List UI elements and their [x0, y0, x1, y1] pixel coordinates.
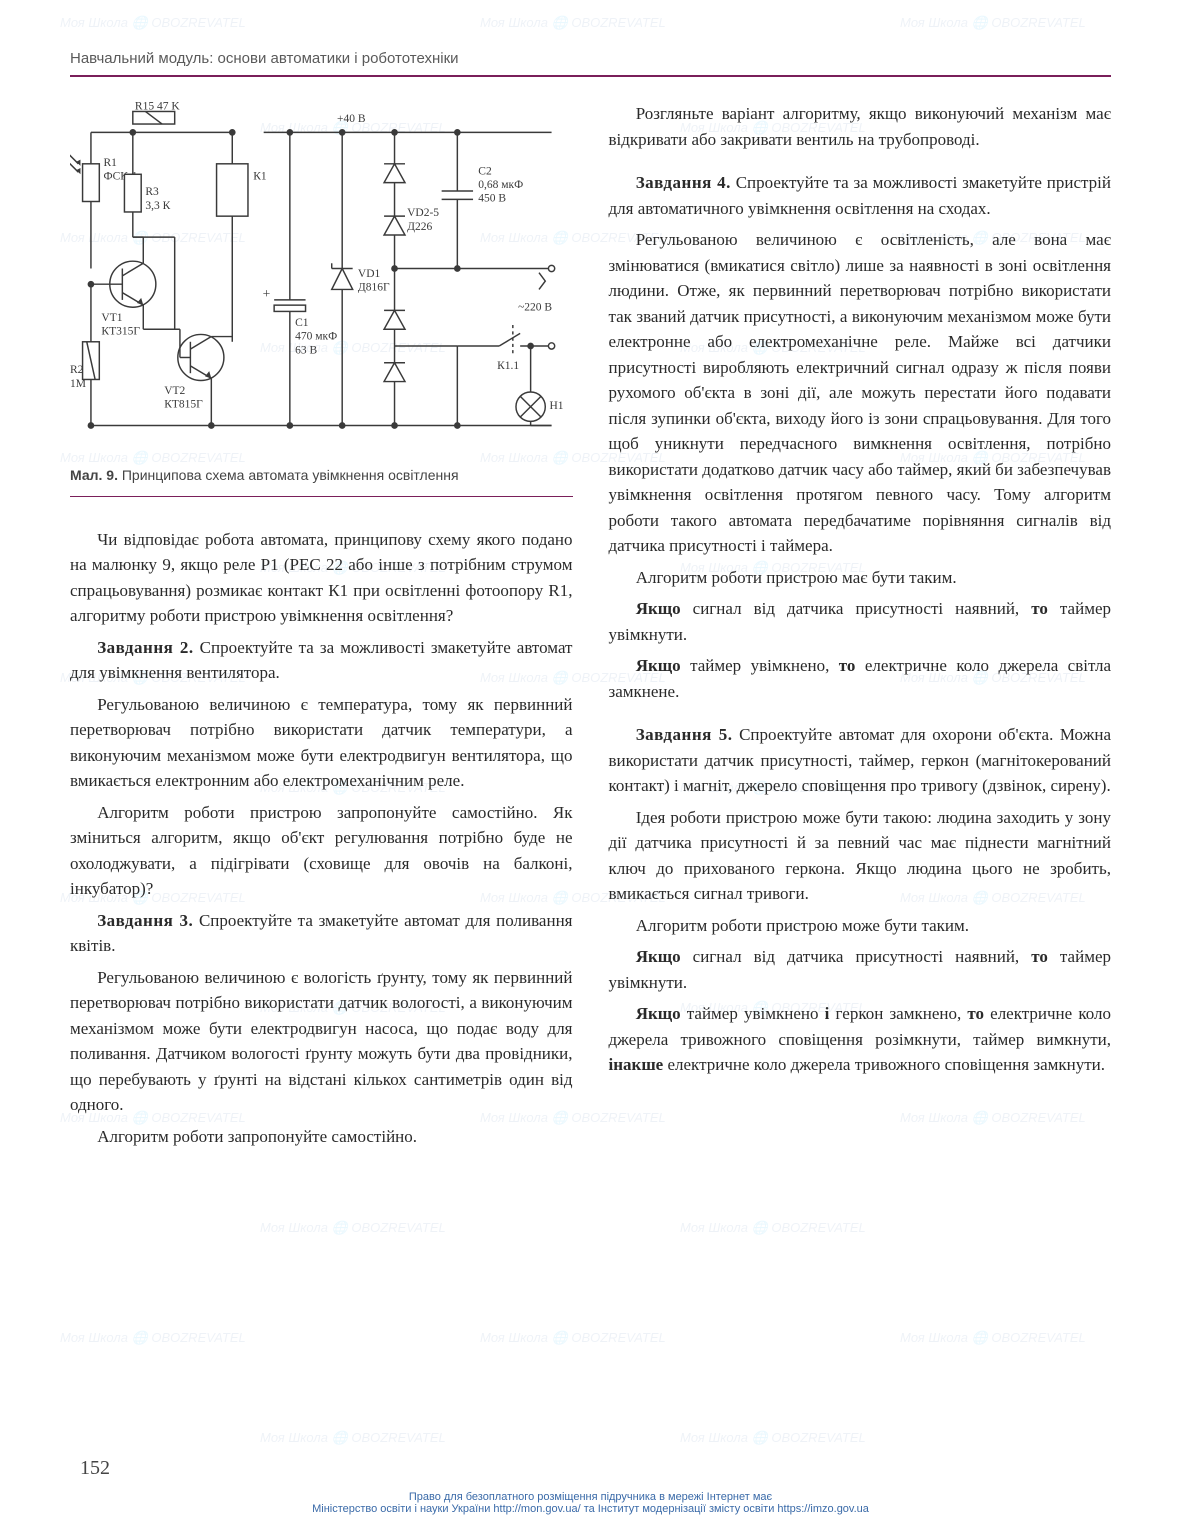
p5-mid: сигнал від датчика присутності наявний, — [681, 599, 1032, 618]
left-task2: Завдання 2. Спроектуйте та за можливості… — [70, 635, 573, 686]
footer-line-1: Право для безоплатного розміщення підруч… — [0, 1491, 1181, 1503]
circuit-figure: R15 47 K +40 В R1 ФСК — [70, 101, 573, 497]
svg-text:VD2-5: VD2-5 — [407, 207, 439, 219]
svg-text:450 В: 450 В — [478, 193, 506, 205]
svg-text:R15 47 K: R15 47 K — [135, 101, 180, 112]
p11-mid1: таймер увімкнено — [681, 1004, 825, 1023]
if-keyword-4: Якщо — [636, 1004, 681, 1023]
svg-text:C2: C2 — [478, 165, 492, 177]
if-keyword-2: Якщо — [636, 656, 681, 675]
figure-caption-text: Принципова схема автомата увімкнення осв… — [122, 467, 459, 483]
two-column-layout: R15 47 K +40 В R1 ФСК — [70, 101, 1111, 1155]
svg-text:КТ315Г: КТ315Г — [101, 325, 140, 337]
svg-text:C1: C1 — [295, 317, 309, 329]
left-para-6: Регульованою величиною є вологість ґрунт… — [70, 965, 573, 1118]
svg-text:470 мкФ: 470 мкФ — [295, 331, 337, 343]
right-para-1: Розгляньте варіант алгоритму, якщо викон… — [609, 101, 1112, 152]
left-para-7: Алгоритм роботи запропонуйте самостійно. — [70, 1124, 573, 1150]
then-keyword-3: то — [1031, 947, 1048, 966]
svg-text:~220 В: ~220 В — [518, 301, 552, 313]
left-column: R15 47 K +40 В R1 ФСК — [70, 101, 573, 1155]
header-rule — [70, 75, 1111, 77]
circuit-diagram-svg: R15 47 K +40 В R1 ФСК — [70, 101, 573, 457]
left-task3: Завдання 3. Спроектуйте та змакетуйте ав… — [70, 908, 573, 959]
then-keyword-2: то — [839, 656, 856, 675]
task3-head: Завдання 3. — [97, 911, 193, 930]
right-para-3: Регульованою величиною є освітленість, а… — [609, 227, 1112, 559]
else-keyword: інакше — [609, 1055, 664, 1074]
task2-head: Завдання 2. — [97, 638, 193, 657]
left-para-4: Алгоритм роботи пристрою запропонуйте са… — [70, 800, 573, 902]
svg-text:+: + — [263, 286, 271, 301]
right-task4: Завдання 4. Спроектуйте та за можливості… — [609, 170, 1112, 221]
task5-head: Завдання 5. — [636, 725, 733, 744]
svg-text:3,3 К: 3,3 К — [145, 200, 170, 212]
svg-text:Н1: Н1 — [549, 400, 563, 412]
p6-mid: таймер увімкнено, — [681, 656, 839, 675]
svg-text:КТ815Г: КТ815Г — [164, 399, 203, 411]
svg-text:VD1: VD1 — [358, 268, 381, 280]
svg-text:VT1: VT1 — [101, 312, 122, 324]
svg-text:R3: R3 — [145, 186, 159, 198]
footer: Право для безоплатного розміщення підруч… — [0, 1491, 1181, 1515]
right-para-9: Алгоритм роботи пристрою може бути таким… — [609, 913, 1112, 939]
figure-caption: Мал. 9. Принципова схема автомата увімкн… — [70, 465, 573, 497]
right-task5: Завдання 5. Спроектуйте автомат для охор… — [609, 722, 1112, 799]
figure-label: Мал. 9. — [70, 467, 118, 483]
left-para-3: Регульованою величиною є температура, то… — [70, 692, 573, 794]
right-para-5: Якщо сигнал від датчика присутності наяв… — [609, 596, 1112, 647]
right-column: Розгляньте варіант алгоритму, якщо викон… — [609, 101, 1112, 1155]
left-para-1: Чи відповідає робота автомата, принципов… — [70, 527, 573, 629]
svg-text:VT2: VT2 — [164, 385, 185, 397]
if-keyword: Якщо — [636, 599, 681, 618]
svg-text:К1: К1 — [253, 171, 267, 183]
footer-line-2: Міністерство освіти і науки України http… — [0, 1503, 1181, 1515]
svg-text:Д816Г: Д816Г — [358, 281, 390, 293]
task4-head: Завдання 4. — [636, 173, 731, 192]
right-para-6: Якщо таймер увімкнено, то електричне кол… — [609, 653, 1112, 704]
module-header: Навчальний модуль: основи автоматики і р… — [70, 50, 1111, 67]
p11-mid2: геркон замкнено, — [829, 1004, 967, 1023]
right-para-4: Алгоритм роботи пристрою має бути таким. — [609, 565, 1112, 591]
right-para-8: Ідея роботи пристрою може бути такою: лю… — [609, 805, 1112, 907]
svg-text:0,68 мкФ: 0,68 мкФ — [478, 179, 523, 191]
svg-text:63 В: 63 В — [295, 344, 317, 356]
svg-text:1М: 1М — [70, 378, 86, 390]
then-keyword-4: то — [967, 1004, 984, 1023]
right-para-11: Якщо таймер увімкнено і геркон замкнено,… — [609, 1001, 1112, 1078]
svg-text:R2: R2 — [70, 364, 84, 376]
p10-mid: сигнал від датчика присутності наявний, — [681, 947, 1032, 966]
svg-text:+40 В: +40 В — [337, 113, 366, 125]
then-keyword: то — [1031, 599, 1048, 618]
page-number: 152 — [80, 1457, 110, 1480]
svg-text:К1.1: К1.1 — [497, 360, 519, 372]
p11-end: електричне коло джерела тривожного спові… — [663, 1055, 1105, 1074]
right-para-10: Якщо сигнал від датчика присутності наяв… — [609, 944, 1112, 995]
svg-text:Д226: Д226 — [407, 221, 432, 233]
if-keyword-3: Якщо — [636, 947, 681, 966]
svg-text:R1: R1 — [104, 157, 118, 169]
